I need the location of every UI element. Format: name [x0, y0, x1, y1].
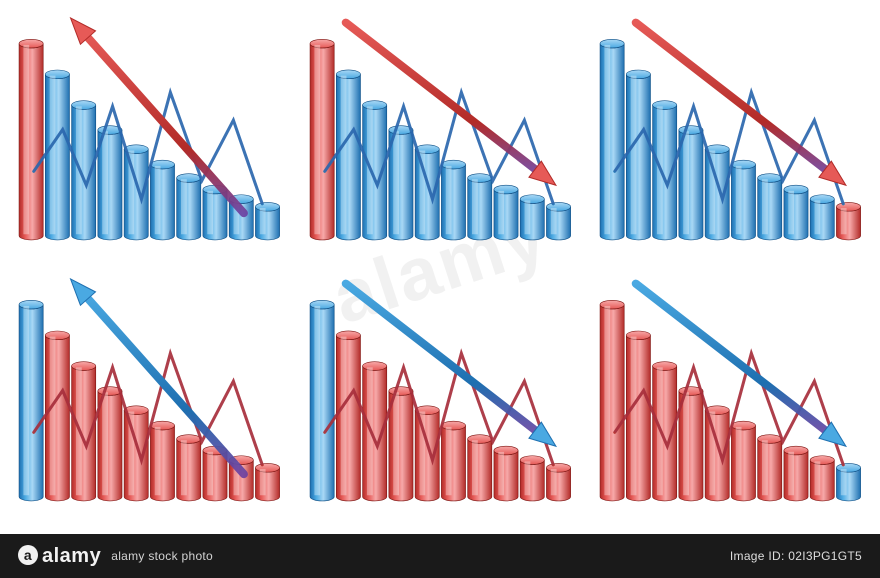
stock-footer: aalamy alamy stock photo Image ID: 02I3P…: [0, 534, 880, 578]
panel-1: [18, 12, 281, 247]
panel-5: [309, 273, 572, 508]
footer-caption: alamy stock photo: [111, 549, 213, 563]
panel-2: [309, 12, 572, 247]
footer-image-id: Image ID: 02I3PG1GT5: [730, 549, 862, 563]
image-id-label: Image ID:: [730, 549, 785, 563]
panel-4: [18, 273, 281, 508]
panel-3: [599, 12, 862, 247]
alamy-badge-icon: a: [18, 545, 38, 565]
image-id-value: 02I3PG1GT5: [788, 549, 862, 563]
alamy-logo-text: alamy: [42, 545, 101, 567]
alamy-logo: aalamy: [18, 545, 101, 568]
chart-grid: [18, 12, 862, 508]
footer-brand: aalamy alamy stock photo: [18, 545, 213, 568]
panel-6: [599, 273, 862, 508]
illustration-canvas: alamy aalamy alamy stock photo Image ID:…: [0, 0, 880, 578]
